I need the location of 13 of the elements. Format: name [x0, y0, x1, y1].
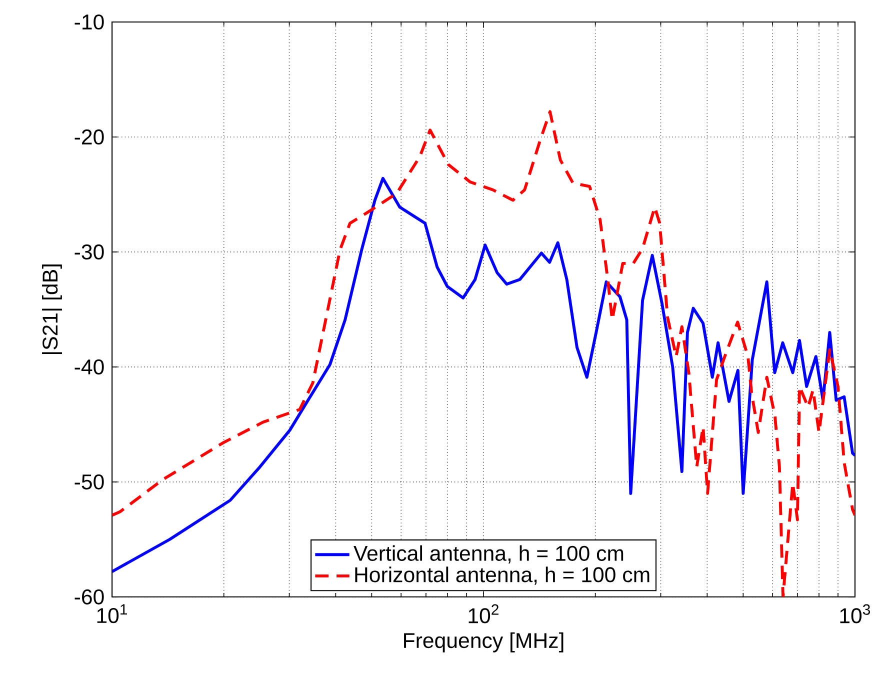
y-tick-label: -30: [74, 244, 104, 260]
y-tick-label: -60: [74, 589, 104, 604]
y-tick-label: -20: [74, 129, 104, 145]
x-tick-label: 10$^{2}$: [468, 604, 498, 624]
y-axis-title: |S21| [dB]: [42, 264, 62, 354]
x-axis-title: Frequency [MHz]: [404, 632, 564, 652]
y-tick-label: -40: [74, 359, 104, 375]
y-tick-label: -50: [74, 474, 104, 490]
x-tick-label: 10$^{3}$: [840, 604, 870, 624]
x-tick-label: 10$^{1}$: [97, 604, 128, 624]
legend-label: Horizontal antenna, h = 100 cm: [355, 566, 650, 585]
legend-label: Vertical antenna, h = 100 cm: [354, 545, 624, 564]
y-tick-label: -10: [74, 14, 104, 30]
